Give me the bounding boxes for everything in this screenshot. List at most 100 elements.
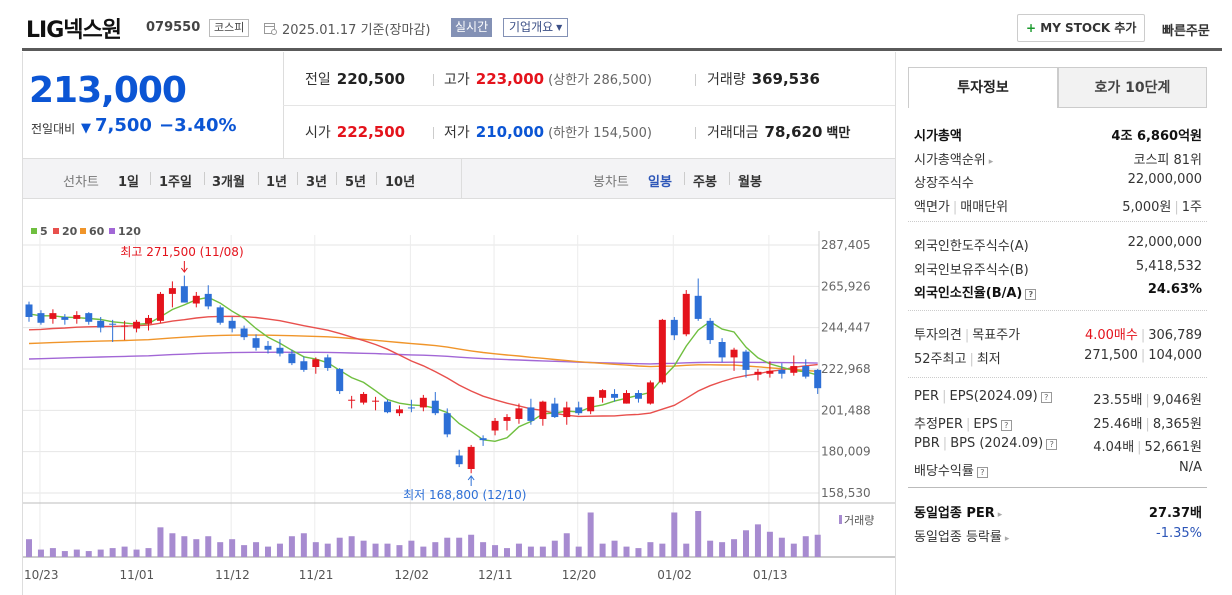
- ma-60-line: [28, 334, 818, 373]
- plus-icon: +: [1026, 21, 1037, 35]
- volume-bar: [26, 539, 32, 557]
- info-value-sub: 8,365원: [1152, 416, 1202, 432]
- info-value: 271,500 | 104,000: [1084, 348, 1202, 363]
- info-key-label: 투자의견: [914, 328, 962, 343]
- candle-body: [300, 361, 308, 370]
- period-bar: 선차트 1일 1주일 3개월 1년 3년 5년 10년 봉차트 일봉 주봉 월봉: [22, 159, 896, 199]
- volume-bar: [61, 551, 68, 557]
- info-value-main: 4조 6,860억원: [1111, 129, 1202, 144]
- volume-bar: [754, 524, 761, 557]
- period-1d[interactable]: 1일: [118, 175, 140, 190]
- high-cell: 고가 223,000 (상한가 286,500): [444, 69, 652, 89]
- period-3m[interactable]: 3개월: [212, 175, 245, 190]
- volume-bar: [145, 548, 152, 557]
- volume-bar: [288, 536, 295, 557]
- volume-bar: [575, 546, 582, 557]
- candle-body: [658, 319, 666, 383]
- chart-canvas[interactable]: 287,405 265,926 244,447 222,968 201,488 180,0…: [23, 199, 895, 595]
- volume-bar: [37, 549, 44, 557]
- candle-body: [503, 417, 511, 421]
- x-tick-label: 11/21: [299, 568, 334, 582]
- ma-20-line: [28, 315, 818, 418]
- volume-bar: [647, 542, 654, 557]
- info-value: 4.00매수 | 306,789: [1085, 324, 1202, 343]
- volume-bar: [659, 543, 666, 557]
- separator: [150, 172, 151, 185]
- volume-bar: [109, 548, 116, 557]
- legend-swatch: [53, 228, 59, 234]
- info-value-main: N/A: [1179, 459, 1202, 475]
- change-value: 7,500: [95, 115, 152, 136]
- volume-legend-label: 거래량: [844, 514, 874, 527]
- help-icon[interactable]: ?: [976, 466, 988, 478]
- candle-daily[interactable]: 일봉: [648, 175, 672, 190]
- summary-row-divider: [283, 105, 895, 106]
- y-tick-label: 244,447: [821, 321, 871, 335]
- amount-unit: 백만: [826, 126, 851, 141]
- info-row: 52주최고 | 최저 271,500 | 104,000: [914, 346, 1202, 368]
- info-key-label: 상장주식수: [914, 176, 974, 191]
- volume-bar: [157, 527, 164, 557]
- legend-label: 5: [40, 225, 48, 238]
- volume-bar: [802, 536, 809, 557]
- volume-bar: [635, 548, 642, 557]
- volume-bar: [719, 542, 726, 557]
- high-annotation: 최고 271,500 (11/08): [120, 245, 243, 259]
- volume-bar: [49, 548, 56, 557]
- stock-chart[interactable]: 5 20 60 120 287,405 265,926 244,447 222,968…: [22, 199, 896, 595]
- stock-name: LIG넥스원: [26, 18, 122, 43]
- legend-label: 20: [62, 225, 78, 238]
- volume-bar: [372, 543, 379, 557]
- info-value-main: 25.46배: [1093, 416, 1143, 432]
- y-tick-label: 222,968: [821, 362, 871, 376]
- volume-bar: [527, 546, 534, 557]
- period-5y[interactable]: 5년: [345, 175, 367, 190]
- x-tick-label: 01/13: [753, 568, 788, 582]
- help-icon[interactable]: ?: [1000, 419, 1012, 431]
- info-row: 상장주식수 22,000,000: [914, 170, 1202, 192]
- info-row: 동일업종 등락률 ▸ -1.35%: [914, 524, 1202, 546]
- candle-body: [216, 307, 224, 323]
- info-key-label: EPS(2024.09): [949, 389, 1038, 404]
- period-3y[interactable]: 3년: [306, 175, 328, 190]
- volume-bar: [193, 539, 200, 557]
- candle-body: [97, 320, 105, 328]
- period-1y[interactable]: 1년: [266, 175, 288, 190]
- volume-bar: [420, 546, 427, 557]
- candle-body: [802, 366, 810, 377]
- info-key: 시가총액: [914, 125, 962, 144]
- help-icon[interactable]: ?: [1046, 439, 1058, 450]
- separator: |: [942, 389, 947, 404]
- period-10y[interactable]: 10년: [385, 175, 416, 190]
- high-arrow-head: [180, 267, 188, 273]
- info-row: PBR | BPS (2024.09)? 4.04배 | 52,661원: [914, 434, 1202, 456]
- help-icon[interactable]: ?: [1025, 289, 1037, 300]
- candle-monthly[interactable]: 월봉: [738, 175, 762, 190]
- chevron-right-icon: ▸: [997, 510, 1003, 520]
- tab-investment-info[interactable]: 투자정보: [908, 67, 1058, 108]
- candle-body: [49, 313, 57, 319]
- high-label: 고가: [444, 72, 470, 88]
- legend-ma60: 60: [80, 225, 104, 238]
- add-mystock-button[interactable]: + MY STOCK 추가: [1017, 14, 1146, 42]
- candle-body: [384, 401, 391, 413]
- info-key: 외국인한도주식수(A): [914, 235, 1029, 254]
- candle-body: [682, 293, 690, 335]
- candle-body: [25, 304, 33, 317]
- help-icon[interactable]: ?: [1040, 392, 1052, 403]
- separator: [433, 127, 434, 139]
- realtime-button[interactable]: 실시간: [451, 18, 493, 37]
- mystock-label: MY STOCK 추가: [1040, 21, 1137, 35]
- company-overview-dropdown[interactable]: 기업개요 ▼: [503, 18, 569, 37]
- info-key: 투자의견 | 목표주가: [914, 324, 1020, 343]
- candle-body: [156, 293, 164, 321]
- candle-body: [288, 353, 296, 364]
- candle-body: [312, 359, 320, 368]
- tab-order-book[interactable]: 호가 10단계: [1058, 67, 1207, 108]
- volume-bar: [504, 548, 510, 557]
- candle-weekly[interactable]: 주봉: [693, 175, 717, 190]
- quick-order-link[interactable]: 빠른주문: [1162, 24, 1210, 39]
- period-1w[interactable]: 1주일: [159, 175, 192, 190]
- info-key-label: 매매단위: [960, 199, 1009, 215]
- info-key-label: 최저: [976, 351, 1001, 367]
